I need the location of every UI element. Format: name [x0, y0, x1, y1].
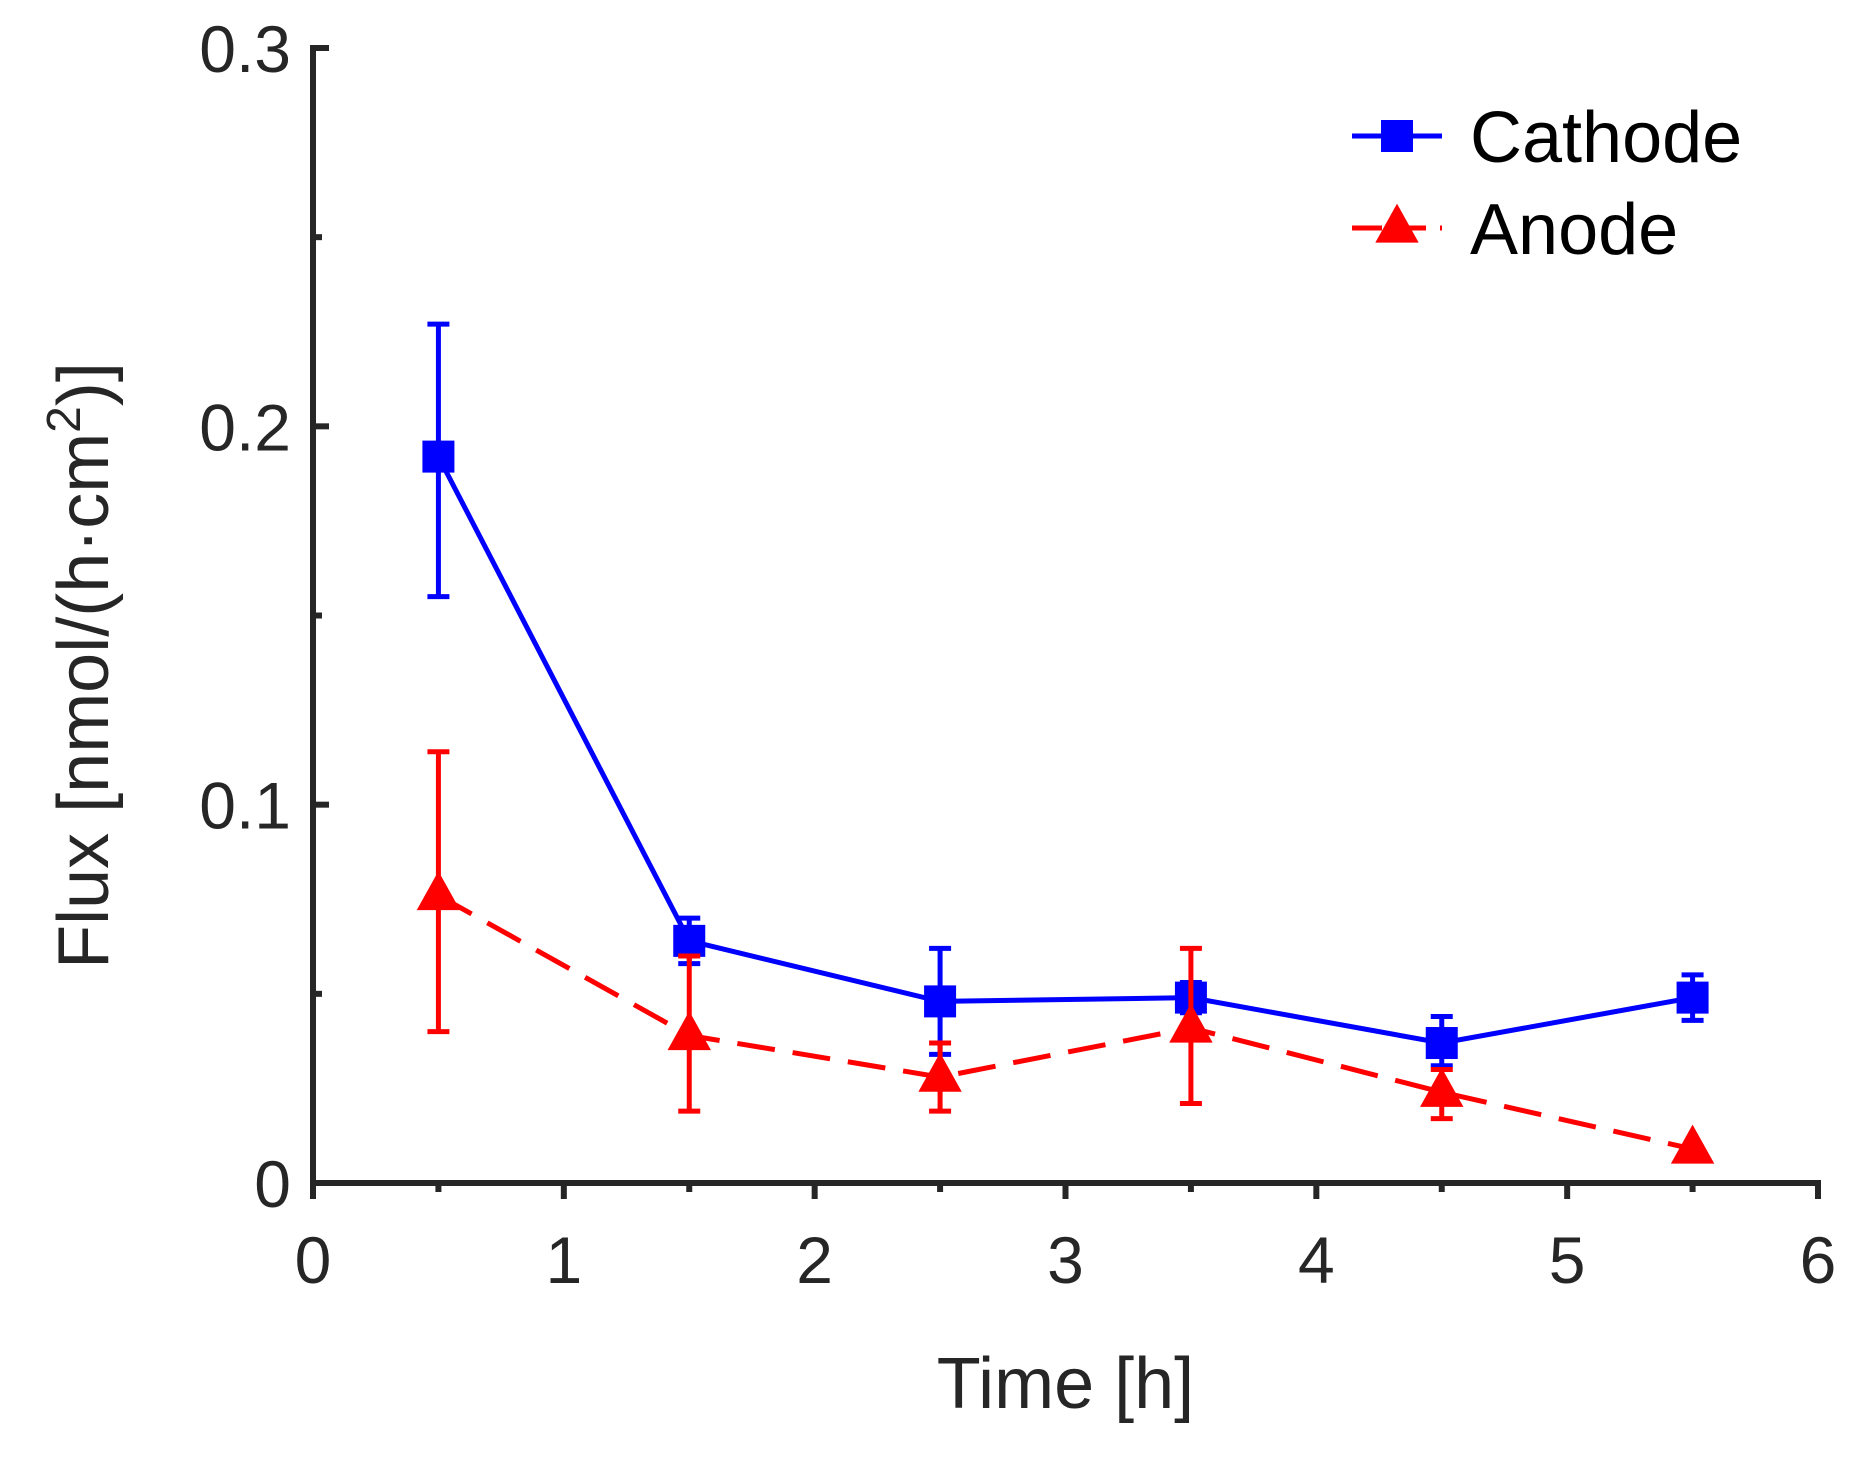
anode-point: [1169, 1003, 1213, 1043]
cathode-line: [436, 455, 1694, 1046]
anode-point: [416, 871, 461, 911]
legend-cathode-marker: [1381, 120, 1413, 152]
cathode-point: [1425, 1027, 1458, 1060]
anode-series: [416, 749, 1715, 1164]
y-axis-title: Flux [nmol/(h·cm2)]: [38, 362, 124, 969]
y-axis-title-superscript: 2: [38, 406, 91, 433]
anode-point: [1420, 1067, 1464, 1107]
x-tick-label: 0: [295, 1223, 332, 1297]
x-axis-title: Time [h]: [937, 1344, 1194, 1424]
anode-point: [1670, 1124, 1715, 1164]
tick-labels: 0 0.1 0.2 0.3 0 1 2 3 4 5 6: [199, 12, 1836, 1297]
ticks: [310, 45, 1821, 1199]
anode-point: [918, 1052, 962, 1092]
anode-line: [437, 893, 1694, 1152]
cathode-series: [422, 321, 1709, 1069]
x-tick-label: 2: [796, 1223, 833, 1297]
y-axis-title-main: Flux [nmol/(h·cm: [44, 433, 124, 969]
y-tick-label: 0.2: [199, 390, 291, 464]
legend-anode-marker: [1375, 203, 1419, 243]
legend: Cathode Anode: [1352, 98, 1742, 270]
x-tick-label: 6: [1800, 1223, 1837, 1297]
x-tick-label: 5: [1549, 1223, 1586, 1297]
cathode-point: [1676, 981, 1709, 1014]
x-tick-label: 3: [1047, 1223, 1084, 1297]
cathode-point: [673, 924, 706, 957]
y-axis-title-tail: )]: [44, 362, 124, 406]
cathode-point: [924, 985, 957, 1018]
legend-anode-label: Anode: [1470, 190, 1678, 270]
x-tick-label: 4: [1298, 1223, 1335, 1297]
series-layer: [416, 321, 1715, 1164]
y-tick-label: 0.3: [199, 12, 291, 86]
y-tick-label: 0: [254, 1147, 291, 1221]
legend-cathode-label: Cathode: [1470, 98, 1742, 178]
cathode-point: [422, 440, 455, 473]
anode-point: [667, 1011, 711, 1051]
y-tick-label: 0.1: [199, 769, 291, 843]
x-tick-label: 1: [545, 1223, 582, 1297]
